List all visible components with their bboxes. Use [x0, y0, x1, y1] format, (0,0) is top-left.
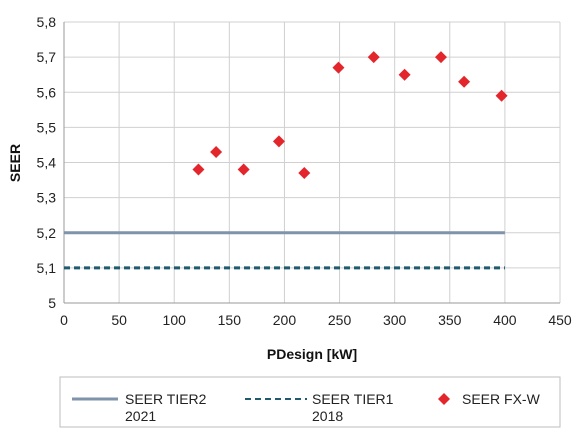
- data-point-seer-fx-w: [237, 163, 250, 176]
- y-tick-label: 5,3: [37, 190, 57, 206]
- data-point-seer-fx-w: [458, 75, 471, 88]
- y-tick-label: 5,6: [37, 84, 57, 100]
- x-tick-label: 300: [383, 312, 407, 328]
- legend-label: 2018: [312, 408, 343, 424]
- x-tick-label: 200: [273, 312, 297, 328]
- x-tick-label: 100: [163, 312, 187, 328]
- legend-swatch: [438, 393, 450, 405]
- y-tick-label: 5,2: [37, 225, 57, 241]
- x-tick-labels: 0 50 100 150 200 250 300 350 400 450: [60, 312, 572, 328]
- x-tick-label: 350: [438, 312, 462, 328]
- data-point-seer-fx-w: [192, 163, 205, 176]
- y-tick-label: 5: [48, 295, 56, 311]
- legend-entry-seer-fx-w: SEER FX-W: [438, 391, 541, 407]
- data-point-seer-fx-w: [298, 167, 311, 180]
- x-tick-label: 250: [328, 312, 352, 328]
- legend-box: [59, 376, 561, 428]
- legend-label: SEER TIER1: [312, 391, 394, 407]
- series-group: [64, 51, 508, 270]
- x-tick-label: 450: [548, 312, 572, 328]
- legend-label: SEER TIER2: [125, 391, 207, 407]
- x-tick-label: 150: [218, 312, 242, 328]
- y-tick-label: 5,5: [37, 119, 57, 135]
- y-tick-label: 5,7: [37, 49, 57, 65]
- x-tick-label: 50: [111, 312, 127, 328]
- data-point-seer-fx-w: [332, 61, 345, 74]
- grid: [64, 21, 561, 303]
- x-tick-label: 0: [60, 312, 68, 328]
- x-tick-label: 400: [493, 312, 517, 328]
- axes: [63, 22, 560, 304]
- y-tick-label: 5,4: [37, 155, 57, 171]
- data-point-seer-fx-w: [398, 68, 411, 81]
- data-point-seer-fx-w: [495, 89, 508, 102]
- y-tick-labels: 5 5,1 5,2 5,3 5,4 5,5 5,6 5,7 5,8: [37, 14, 57, 311]
- y-tick-label: 5,8: [37, 14, 57, 30]
- y-axis-title: SEER: [7, 144, 23, 182]
- y-tick-label: 5,1: [37, 260, 57, 276]
- legend-label: SEER FX-W: [462, 391, 541, 407]
- data-point-seer-fx-w: [367, 51, 380, 64]
- data-point-seer-fx-w: [210, 145, 223, 158]
- data-point-seer-fx-w: [272, 135, 285, 148]
- x-axis-title: PDesign [kW]: [267, 346, 357, 362]
- data-point-seer-fx-w: [434, 51, 447, 64]
- legend-label: 2021: [125, 408, 156, 424]
